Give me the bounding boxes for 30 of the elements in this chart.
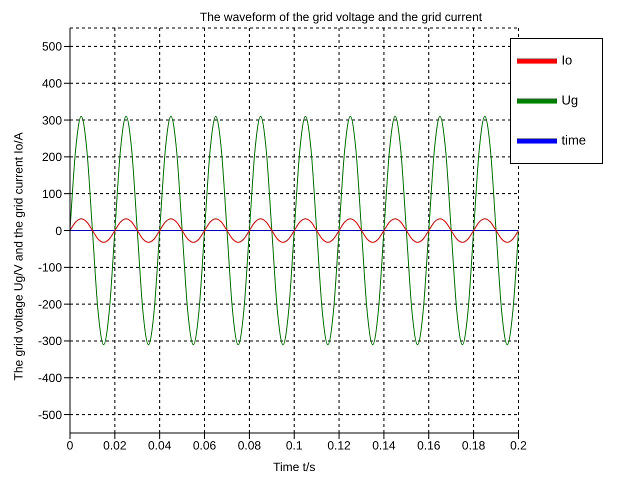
x-tick-label: 0.06 bbox=[192, 438, 217, 453]
chart-title: The waveform of the grid voltage and the grid current bbox=[198, 10, 484, 24]
x-tick-label: 0.1 bbox=[286, 438, 303, 453]
x-tick-label: 0.12 bbox=[327, 438, 352, 453]
x-tick-label: 0 bbox=[66, 438, 74, 453]
legend-label: time bbox=[561, 132, 586, 148]
line-series bbox=[70, 116, 518, 346]
legend-label: Io bbox=[561, 52, 572, 68]
y-tick-label: -200 bbox=[38, 297, 62, 312]
y-tick-label: -100 bbox=[38, 260, 62, 275]
line-series bbox=[70, 218, 518, 243]
x-axis-title: Time t/s bbox=[273, 460, 316, 474]
y-tick-label: -400 bbox=[38, 371, 62, 386]
y-tick-label: 400 bbox=[42, 76, 62, 90]
x-tick-label: 0.14 bbox=[372, 438, 396, 453]
y-tick-label: -500 bbox=[38, 408, 62, 422]
x-tick-label: 0.18 bbox=[462, 438, 486, 453]
x-tick-label: 0.16 bbox=[417, 438, 441, 453]
y-axis-title: The grid voltage Ug/V and the grid current Io/A bbox=[11, 132, 26, 380]
x-tick-label: 0.08 bbox=[238, 438, 262, 453]
y-tick-label: 300 bbox=[42, 113, 62, 128]
y-tick-label: -300 bbox=[38, 334, 62, 348]
legend-label: Ug bbox=[561, 92, 578, 108]
x-tick-label: 0.2 bbox=[510, 438, 528, 453]
y-tick-label: 100 bbox=[42, 186, 62, 201]
y-tick-label: 200 bbox=[42, 150, 62, 164]
x-tick-label: 0.04 bbox=[148, 438, 172, 453]
y-tick-label: 0 bbox=[55, 224, 62, 238]
y-tick-label: 500 bbox=[42, 40, 62, 54]
x-tick-label: 0.02 bbox=[103, 438, 127, 453]
